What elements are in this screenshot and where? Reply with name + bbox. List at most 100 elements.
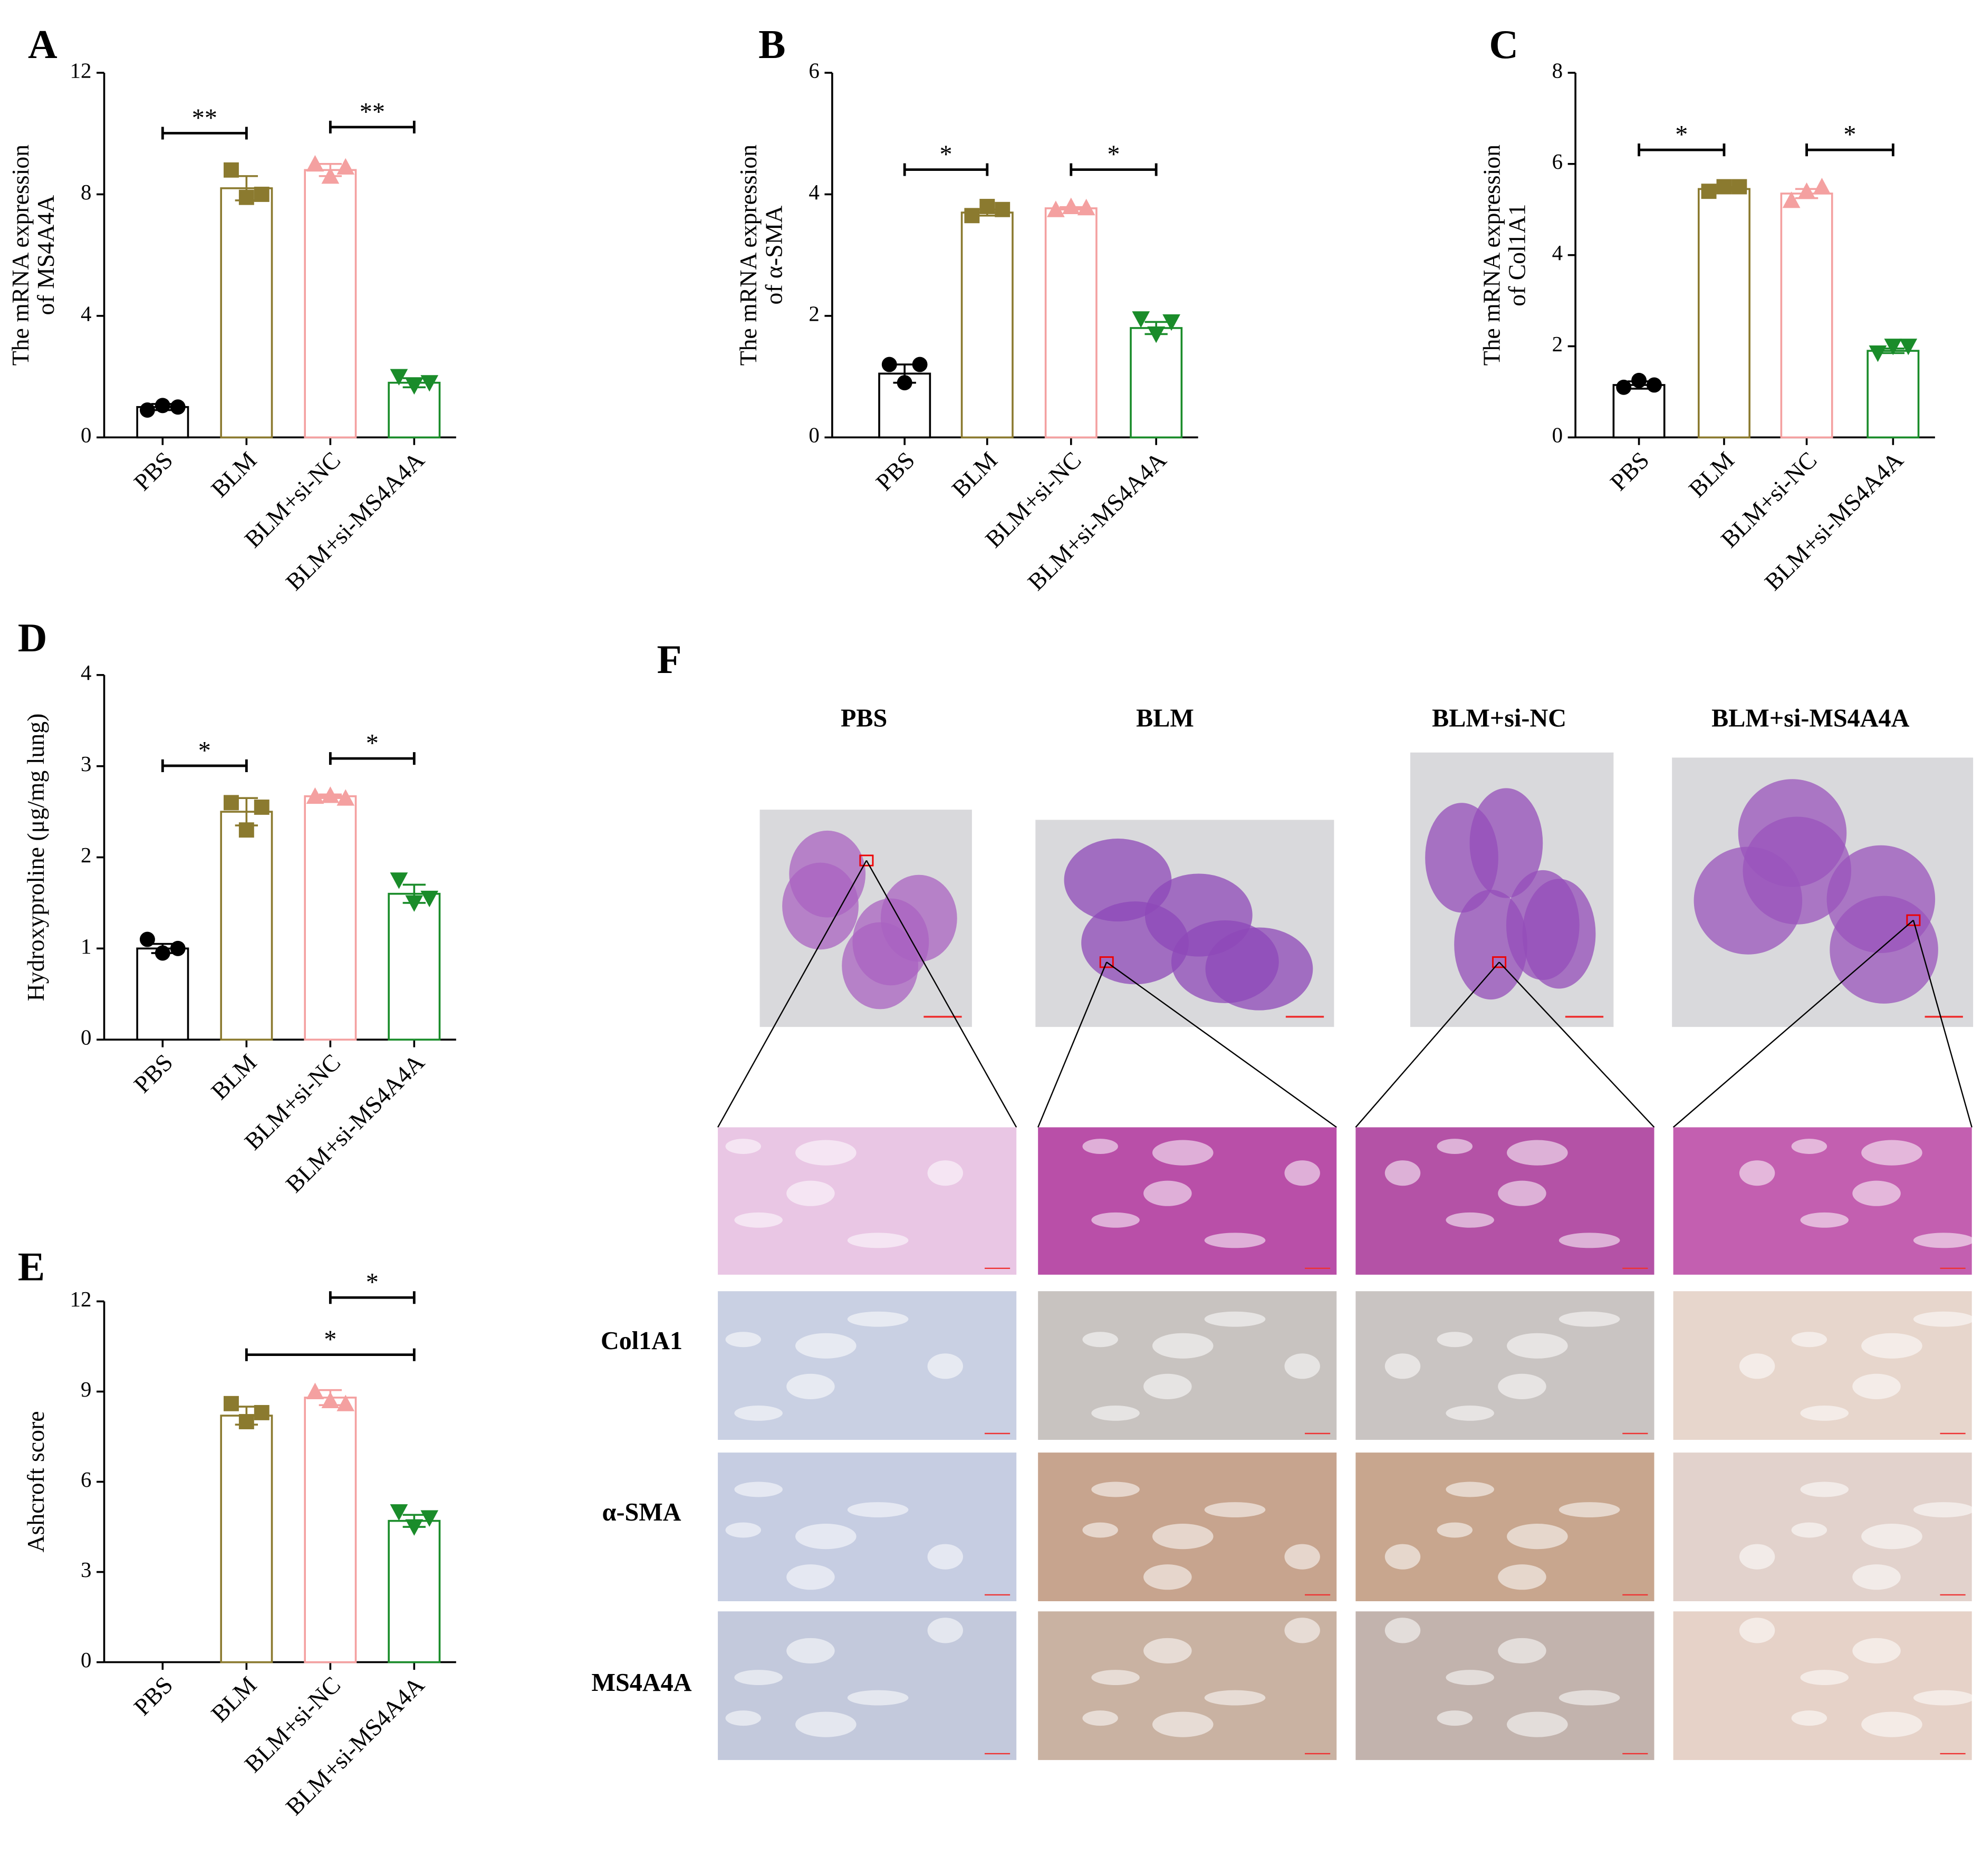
tissue-space (1152, 1333, 1214, 1359)
y-axis-label: of MS4A4A (32, 195, 59, 315)
lung-tissue (1506, 870, 1580, 980)
tissue-space (1498, 1564, 1546, 1590)
tissue-space (725, 1710, 761, 1726)
tissue-space (1791, 1522, 1827, 1538)
tissue-space (1204, 1502, 1266, 1517)
data-point (1062, 197, 1080, 214)
data-point (1616, 379, 1632, 395)
panel-label: B (758, 22, 785, 67)
histology-images (717, 752, 1975, 1760)
y-tick-label: 2 (1552, 332, 1563, 356)
significance-bracket (1805, 143, 1894, 157)
tissue-space (1446, 1481, 1494, 1497)
tissue-space (1446, 1406, 1494, 1421)
significance-bracket (1070, 163, 1158, 176)
tissue-space (927, 1544, 964, 1570)
tissue-space (1861, 1524, 1922, 1550)
tissue-space (786, 1180, 835, 1206)
lung-tissue (1064, 839, 1172, 922)
bar (304, 169, 357, 439)
lung-tissue (1743, 816, 1852, 925)
lung-tissue (1144, 873, 1253, 957)
data-point (238, 189, 254, 205)
tissue-space (1913, 1311, 1975, 1327)
tissue-space (1507, 1140, 1568, 1166)
tissue-space (1507, 1333, 1568, 1359)
lung-tissue (852, 898, 929, 986)
zoom-line (1672, 919, 1914, 1128)
data-point (1869, 345, 1887, 362)
bar (960, 211, 1014, 439)
data-point (1797, 182, 1816, 199)
data-point (336, 1394, 355, 1411)
data-point (254, 800, 270, 815)
data-point (1899, 339, 1918, 355)
data-point (897, 375, 912, 391)
significance-bracket (245, 1348, 416, 1361)
significance-label: * (324, 1326, 336, 1354)
tissue-space (1558, 1311, 1620, 1327)
data-point (321, 1391, 340, 1409)
tissue-space (1498, 1180, 1546, 1206)
tissue-space (1091, 1481, 1140, 1497)
significance-bracket (903, 163, 989, 176)
y-axis-label: Ashcroft score (22, 1411, 49, 1552)
tissue-space (1204, 1311, 1266, 1327)
bar (220, 1415, 273, 1663)
data-point (405, 1519, 424, 1536)
y-tick-label: 6 (81, 1468, 91, 1492)
y-tick-label: 4 (81, 302, 91, 325)
zoom-line (1106, 961, 1337, 1128)
data-point (155, 398, 170, 413)
y-tick-label: 3 (81, 752, 91, 776)
tissue-space (1082, 1139, 1118, 1155)
tissue-space (1739, 1618, 1775, 1643)
data-point (881, 357, 897, 372)
data-point (912, 357, 928, 372)
data-point (238, 1414, 254, 1429)
tissue-space (795, 1524, 857, 1550)
row-label: α-SMA (602, 1498, 681, 1526)
tissue-space (1791, 1139, 1827, 1155)
tissue-space (1913, 1690, 1975, 1706)
y-tick-label: 12 (70, 59, 92, 82)
bar (1130, 327, 1183, 439)
data-point (306, 787, 324, 804)
tissue-space (1284, 1353, 1320, 1379)
data-point (390, 1504, 408, 1521)
y-tick-label: 0 (809, 424, 819, 447)
y-axis-label: of Col1A1 (1504, 204, 1531, 306)
data-point (1077, 198, 1095, 216)
tissue-space (1204, 1233, 1266, 1248)
data-point (1884, 339, 1902, 355)
data-point (405, 378, 424, 395)
data-point (139, 931, 155, 947)
significance-label: ** (360, 98, 385, 126)
data-point (390, 369, 408, 386)
significance-bracket (329, 752, 416, 765)
data-point (170, 399, 186, 415)
zoom-line (1498, 961, 1655, 1128)
tissue-space (795, 1711, 857, 1737)
y-tick-label: 6 (1552, 150, 1563, 174)
tissue-space (1446, 1212, 1494, 1228)
tissue-space (847, 1311, 909, 1327)
y-axis-label: The mRNA expression (1478, 145, 1505, 366)
tissue-space (734, 1481, 783, 1497)
tissue-space (1082, 1332, 1118, 1348)
data-point (964, 208, 980, 224)
column-label: BLM+si-NC (1432, 705, 1566, 733)
tissue-space (1852, 1638, 1901, 1664)
y-tick-label: 4 (809, 180, 819, 204)
bar (1866, 350, 1920, 439)
tissue-space (927, 1618, 964, 1643)
zoom-box (1099, 956, 1114, 968)
y-tick-label: 8 (81, 180, 91, 204)
bar (136, 947, 189, 1041)
data-point (254, 186, 270, 202)
tissue-space (1852, 1564, 1901, 1590)
data-point (1716, 179, 1732, 195)
tissue-space (1437, 1139, 1473, 1155)
data-point (995, 201, 1011, 217)
y-axis-label: Hydroxyproline (μg/mg lung) (22, 714, 49, 1002)
